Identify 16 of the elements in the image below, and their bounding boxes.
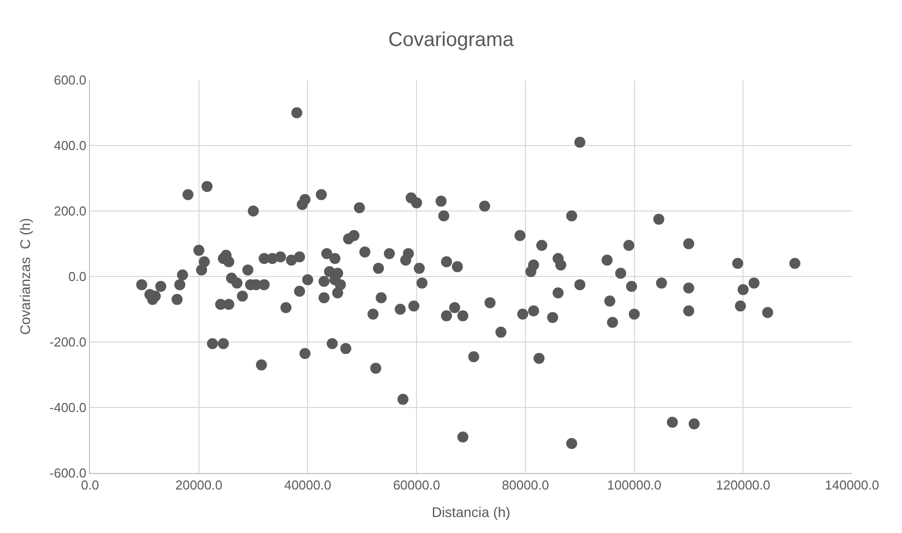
x-tick-label: 40000.0 [284, 478, 332, 493]
x-tick-label: 100000.0 [607, 478, 662, 493]
y-tick-label: 400.0 [54, 138, 86, 154]
x-axis-title: Distancia (h) [432, 504, 510, 520]
y-tick-label: 0.0 [68, 269, 86, 284]
y-tick-label: -200.0 [50, 334, 86, 350]
x-tick-label: 140000.0 [824, 478, 880, 493]
x-tick-label: 120000.0 [716, 478, 770, 493]
y-tick-label: 200.0 [54, 204, 86, 219]
y-tick-label: 600.0 [54, 72, 86, 88]
x-tick-label: 80000.0 [502, 478, 549, 493]
y-tick-label: -400.0 [50, 400, 86, 416]
x-tick-label: 60000.0 [393, 478, 440, 493]
chart-title: Covariograma [388, 28, 515, 51]
x-tick-label: 20000.0 [175, 478, 222, 493]
y-axis-title: Covarianzas C (h) [17, 218, 34, 335]
